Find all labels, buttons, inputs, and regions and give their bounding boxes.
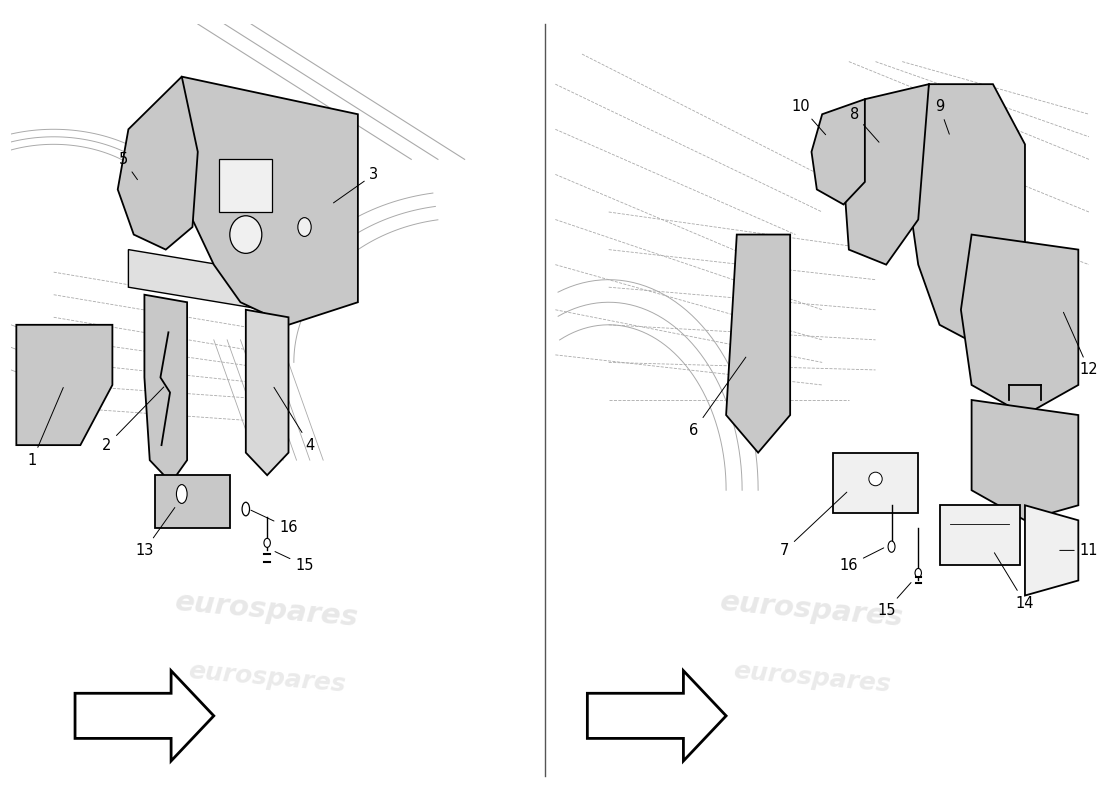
Text: 16: 16	[251, 510, 298, 535]
Polygon shape	[726, 234, 790, 453]
Text: 13: 13	[135, 507, 175, 558]
Text: 2: 2	[102, 387, 164, 453]
Polygon shape	[961, 234, 1078, 415]
Text: 14: 14	[994, 553, 1034, 610]
Text: 15: 15	[877, 582, 911, 618]
Ellipse shape	[264, 538, 271, 547]
Polygon shape	[908, 84, 1025, 347]
Ellipse shape	[230, 216, 262, 254]
Text: 11: 11	[1059, 543, 1098, 558]
Polygon shape	[118, 77, 198, 250]
Polygon shape	[1025, 506, 1078, 595]
Text: 12: 12	[1064, 312, 1098, 378]
Polygon shape	[129, 250, 310, 318]
Polygon shape	[144, 294, 187, 482]
Text: 9: 9	[935, 99, 949, 134]
Polygon shape	[219, 159, 273, 212]
Text: 8: 8	[849, 106, 879, 142]
Polygon shape	[172, 77, 358, 325]
Ellipse shape	[888, 541, 895, 552]
Text: 15: 15	[275, 551, 314, 573]
Polygon shape	[75, 670, 213, 761]
Text: 3: 3	[333, 167, 378, 203]
Text: 5: 5	[119, 152, 138, 180]
Polygon shape	[245, 310, 288, 475]
Polygon shape	[833, 453, 918, 513]
Polygon shape	[16, 325, 112, 445]
Polygon shape	[587, 670, 726, 761]
Text: 16: 16	[839, 548, 883, 573]
Polygon shape	[939, 506, 1020, 566]
Ellipse shape	[915, 569, 922, 578]
Polygon shape	[155, 475, 230, 528]
Text: eurospares: eurospares	[732, 659, 891, 697]
Text: 1: 1	[28, 387, 64, 468]
Polygon shape	[812, 99, 865, 205]
Polygon shape	[971, 400, 1078, 520]
Ellipse shape	[176, 485, 187, 503]
Text: eurospares: eurospares	[718, 589, 904, 633]
Text: 6: 6	[690, 357, 746, 438]
Text: 10: 10	[792, 99, 826, 134]
Ellipse shape	[242, 502, 250, 516]
Ellipse shape	[298, 218, 311, 237]
Ellipse shape	[869, 472, 882, 486]
Text: eurospares: eurospares	[174, 589, 360, 633]
Text: 7: 7	[780, 492, 847, 558]
Text: eurospares: eurospares	[187, 659, 346, 697]
Polygon shape	[844, 84, 928, 265]
Text: 4: 4	[274, 387, 315, 453]
